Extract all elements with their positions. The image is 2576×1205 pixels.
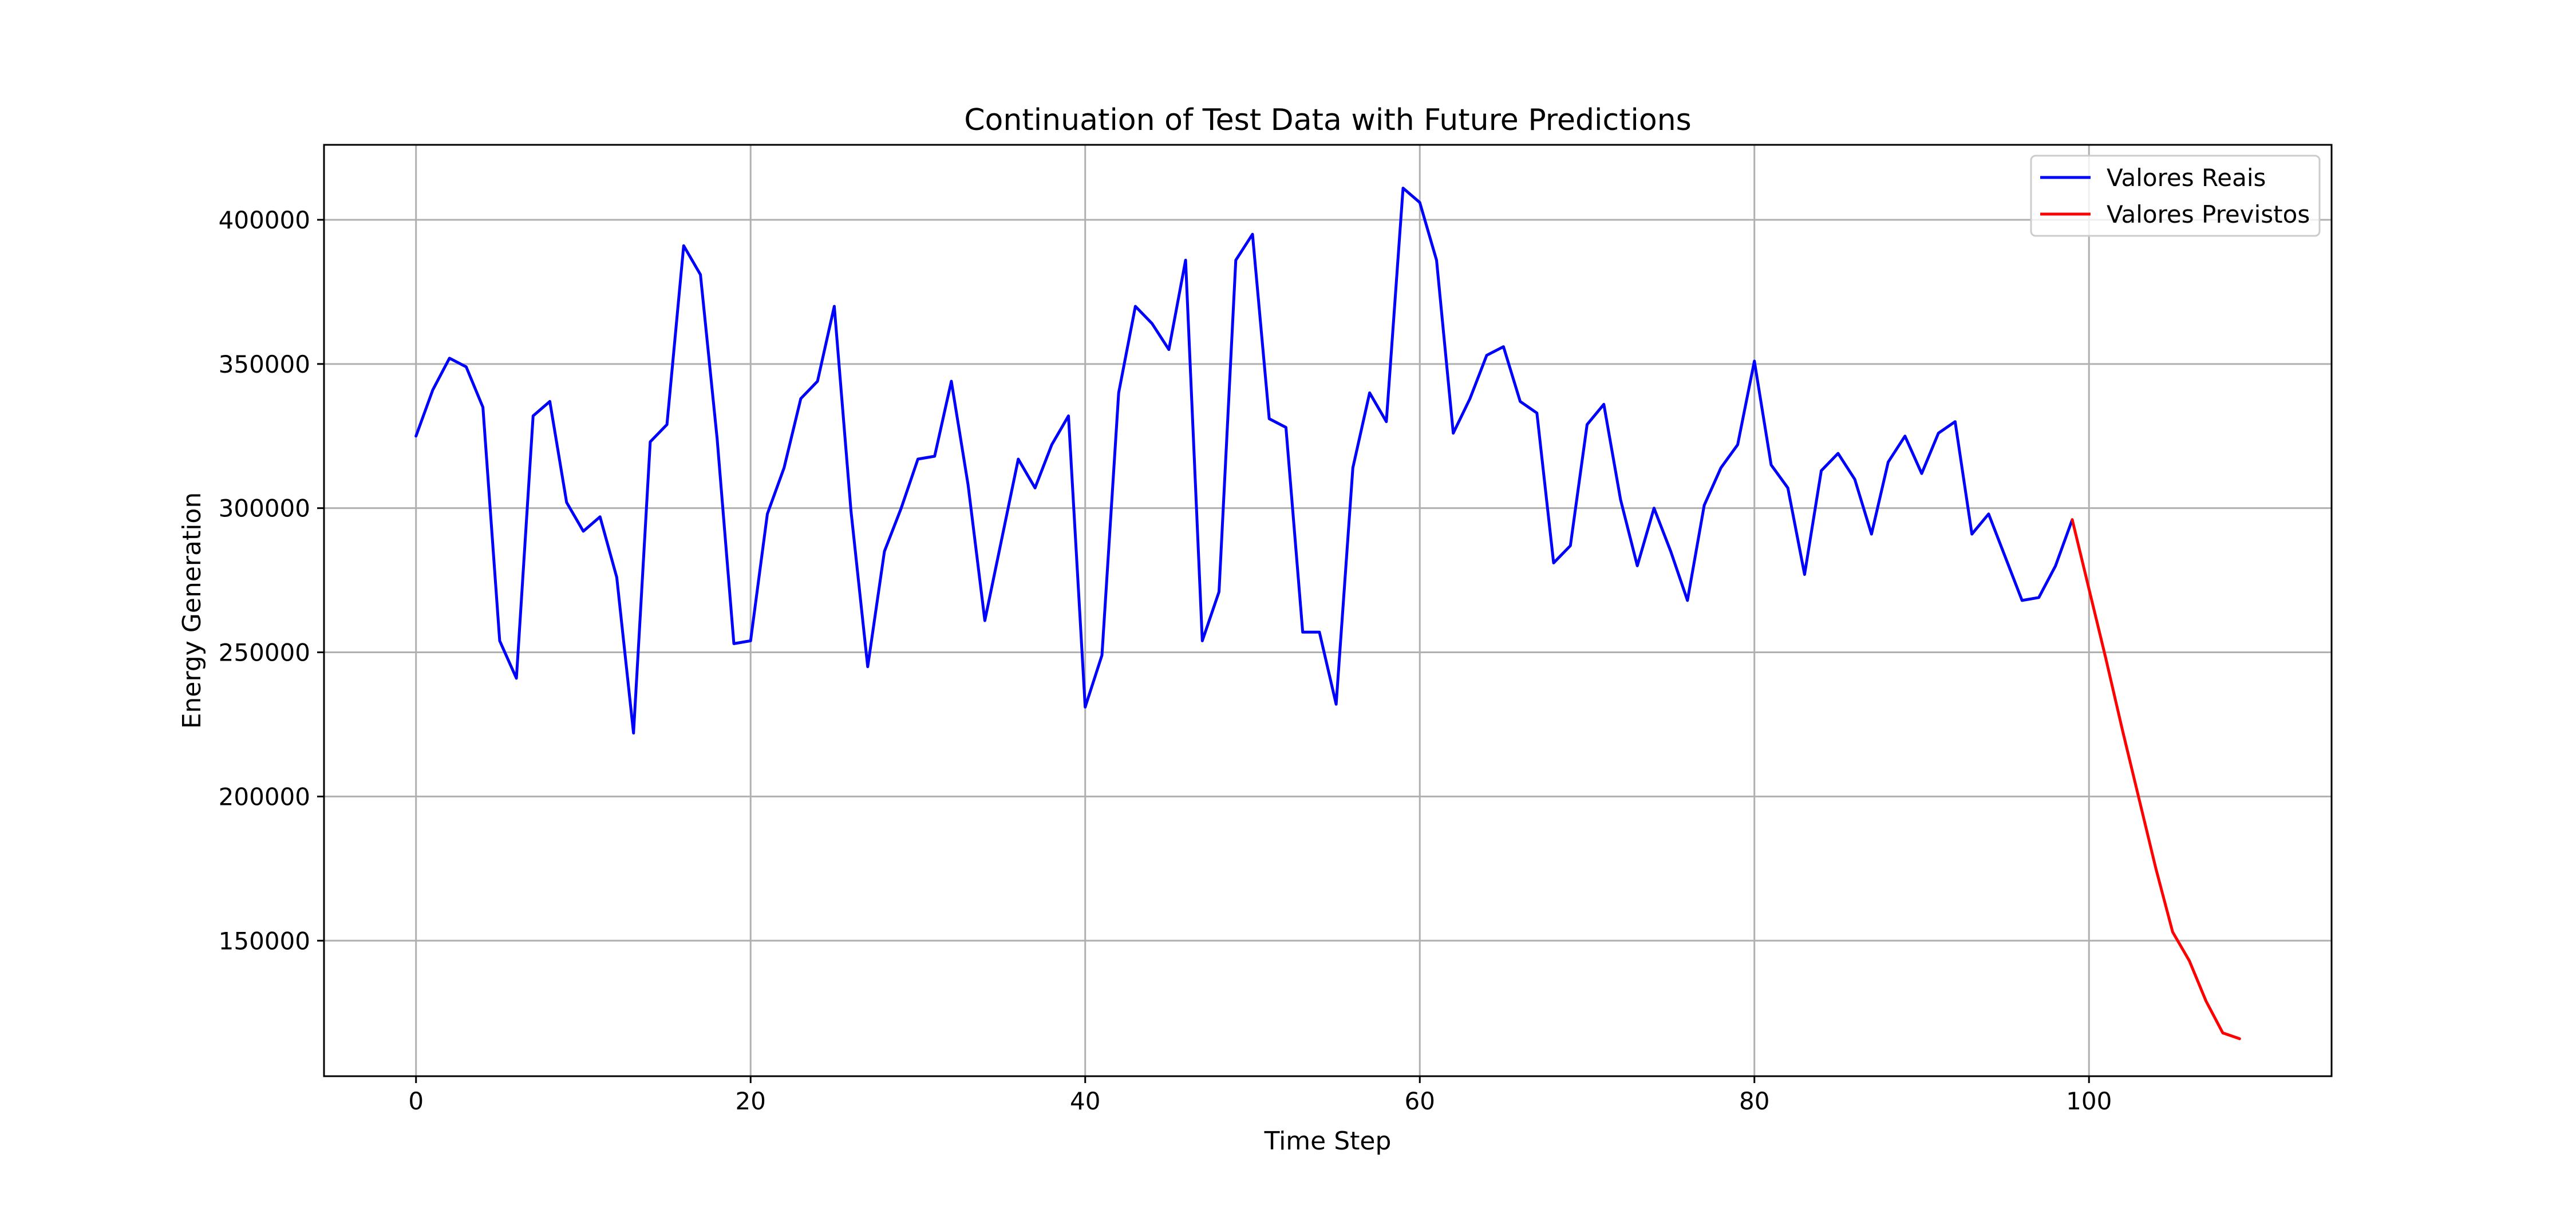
plot-frame — [323, 144, 2333, 1077]
x-axis-label: Time Step — [1264, 1127, 1392, 1156]
series-line-valores-previstos — [2071, 518, 2241, 1040]
x-tick-label: 40 — [1070, 1087, 1100, 1115]
y-tick-label: 200000 — [219, 783, 310, 811]
y-tick-label: 150000 — [219, 927, 310, 955]
x-tick-label: 60 — [1405, 1087, 1435, 1115]
x-tick-label: 80 — [1739, 1087, 1769, 1115]
legend: Valores Reais Valores Previstos — [2030, 155, 2321, 237]
y-tick-label: 400000 — [219, 206, 310, 234]
legend-label-valores-previstos: Valores Previstos — [2107, 200, 2310, 228]
axis-ticks: 0 20 40 60 80 100 150000 200000 250000 300000 3500… — [219, 206, 2112, 1115]
y-tick-label: 350000 — [219, 350, 310, 378]
x-tick-label: 20 — [736, 1087, 766, 1115]
y-axis-label: Energy Generation — [177, 492, 207, 729]
legend-box — [2030, 155, 2321, 237]
chart-title: Continuation of Test Data with Future Pr… — [964, 103, 1692, 137]
x-tick-label: 100 — [2066, 1087, 2112, 1115]
grid — [324, 145, 2332, 1076]
y-tick-label: 250000 — [219, 639, 310, 667]
x-tick-label: 0 — [408, 1087, 424, 1115]
legend-label-valores-reais: Valores Reais — [2107, 164, 2266, 192]
series-line-valores-reais — [414, 187, 2074, 735]
y-tick-label: 300000 — [219, 495, 310, 523]
series-layer — [414, 187, 2241, 1040]
